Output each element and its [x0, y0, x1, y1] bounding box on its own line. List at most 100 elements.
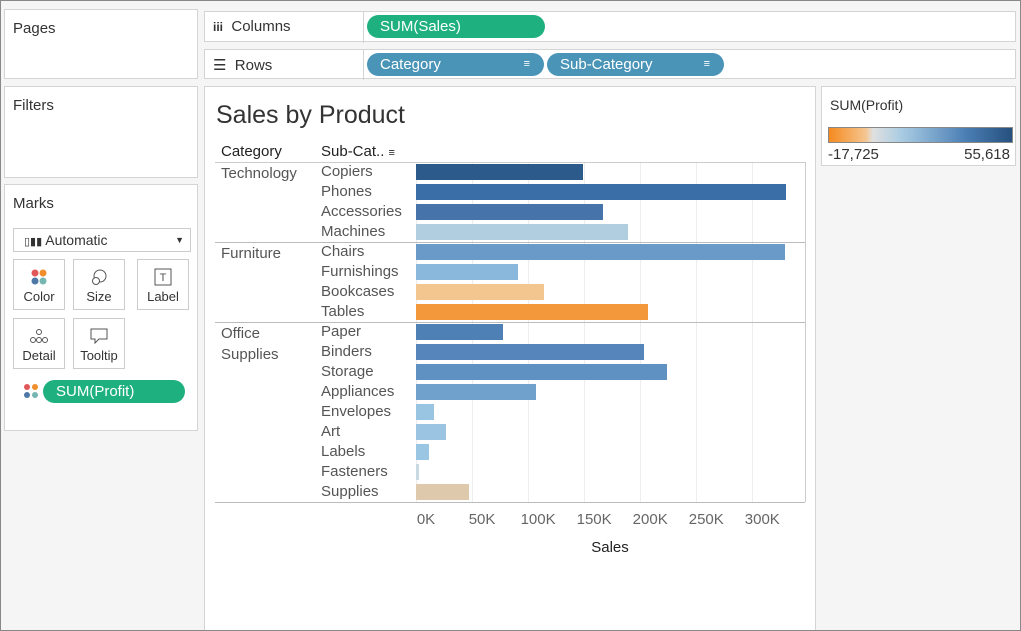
columns-label: Columns	[231, 18, 291, 35]
svg-text:T: T	[160, 272, 167, 284]
subcategory-header: Sub-Cat.. ≡	[321, 143, 395, 160]
subcategory-label: Phones	[321, 183, 372, 200]
divider	[363, 12, 364, 43]
x-axis-title: Sales	[591, 539, 629, 556]
subcategory-header-text: Sub-Cat..	[321, 143, 385, 160]
profit-pill[interactable]: SUM(Profit)	[43, 380, 185, 403]
columns-shelf: iii Columns SUM(Sales)	[204, 11, 1016, 43]
bar	[416, 384, 536, 400]
bar	[416, 164, 584, 180]
legend-title: SUM(Profit)	[830, 97, 904, 113]
subcategory-label: Supplies	[321, 483, 379, 500]
filters-title: Filters	[13, 97, 54, 114]
pages-title: Pages	[13, 20, 56, 37]
group-separator	[215, 242, 805, 243]
subcategory-label: Paper	[321, 323, 362, 340]
bar	[416, 244, 785, 260]
x-tick-label: 250K	[688, 511, 724, 528]
grid-line	[528, 162, 530, 502]
marks-title: Marks	[13, 195, 54, 212]
subcategory-label: Chairs	[321, 243, 365, 260]
bar	[416, 464, 420, 480]
subcategory-label: Envelopes	[321, 403, 392, 420]
subcategory-label: Furnishings	[321, 263, 399, 280]
subcategory-pill[interactable]: Sub-Category ≡	[547, 53, 724, 76]
x-tick-label: 50K	[468, 511, 496, 528]
color-button[interactable]: Color	[13, 259, 65, 310]
grid-line	[584, 162, 586, 502]
bar	[416, 264, 518, 280]
bar	[416, 344, 644, 360]
subcategory-label: Copiers	[321, 163, 373, 180]
button-label: Detail	[22, 348, 56, 363]
subcategory-label: Binders	[321, 343, 372, 360]
legend-min: -17,725	[828, 146, 879, 163]
size-button[interactable]: Size	[73, 259, 125, 310]
x-tick-label: 200K	[632, 511, 668, 528]
row-line	[215, 162, 805, 163]
button-label: Tooltip	[80, 348, 118, 363]
subcategory-label: Bookcases	[321, 283, 395, 300]
group-separator	[215, 322, 805, 323]
category-header: Category	[221, 143, 282, 160]
pill-text: Category	[380, 56, 441, 73]
plot-border	[805, 162, 806, 502]
bar	[416, 484, 469, 500]
x-tick-label: 0K	[416, 511, 436, 528]
chart-title: Sales by Product	[216, 101, 405, 129]
bar	[416, 304, 649, 320]
bar	[416, 404, 434, 420]
x-tick-label: 300K	[744, 511, 780, 528]
subcategory-label: Machines	[321, 223, 386, 240]
subcategory-label: Storage	[321, 363, 374, 380]
subcategory-label: Accessories	[321, 203, 402, 220]
bar	[416, 444, 430, 460]
grid-line	[752, 162, 754, 502]
pages-shelf[interactable]: Pages	[4, 9, 198, 79]
category-label: Furniture	[221, 245, 282, 262]
button-label: Label	[147, 289, 179, 304]
rows-label-wrap: ☰ Rows	[213, 57, 273, 74]
sales-pill[interactable]: SUM(Sales)	[367, 15, 545, 38]
subcategory-label: Tables	[321, 303, 365, 320]
rows-shelf: ☰ Rows Category ≡ Sub-Category ≡	[204, 49, 1016, 80]
bar	[416, 224, 628, 240]
label-button[interactable]: T Label	[137, 259, 189, 310]
x-tick-label: 100K	[520, 511, 556, 528]
rows-label: Rows	[234, 57, 273, 74]
category-label: Technology	[221, 165, 297, 182]
bar	[416, 364, 668, 380]
bar	[416, 424, 447, 440]
mark-type: Automatic	[45, 232, 108, 248]
x-tick-label: 150K	[576, 511, 612, 528]
category-label: Office Supplies	[221, 325, 279, 363]
columns-label-wrap: iii Columns	[213, 18, 291, 35]
category-pill[interactable]: Category ≡	[367, 53, 544, 76]
divider	[363, 50, 364, 80]
bar	[416, 284, 544, 300]
legend-max: 55,618	[964, 146, 1010, 163]
bar	[416, 324, 504, 340]
marks-card: Marks ▯▮▮ Automatic ▼ Color Size T Label D…	[4, 184, 198, 431]
pill-text: Sub-Category	[560, 56, 653, 73]
filters-shelf[interactable]: Filters	[4, 86, 198, 178]
bar	[416, 184, 786, 200]
color-legend: SUM(Profit) -17,725 55,618	[821, 86, 1016, 166]
legend-ramp	[828, 127, 1013, 143]
grid-line	[696, 162, 698, 502]
color-icon	[24, 384, 38, 398]
detail-button[interactable]: Detail	[13, 318, 65, 369]
subcategory-label: Appliances	[321, 383, 395, 400]
subcategory-label: Fasteners	[321, 463, 388, 480]
subcategory-label: Labels	[321, 443, 366, 460]
grid-line	[640, 162, 642, 502]
subcategory-label: Art	[321, 423, 341, 440]
mark-type-dropdown[interactable]: ▯▮▮ Automatic ▼	[13, 228, 191, 252]
bar	[416, 204, 604, 220]
group-separator	[215, 502, 805, 503]
button-label: Color	[23, 289, 55, 304]
button-label: Size	[86, 289, 112, 304]
tooltip-button[interactable]: Tooltip	[73, 318, 125, 369]
